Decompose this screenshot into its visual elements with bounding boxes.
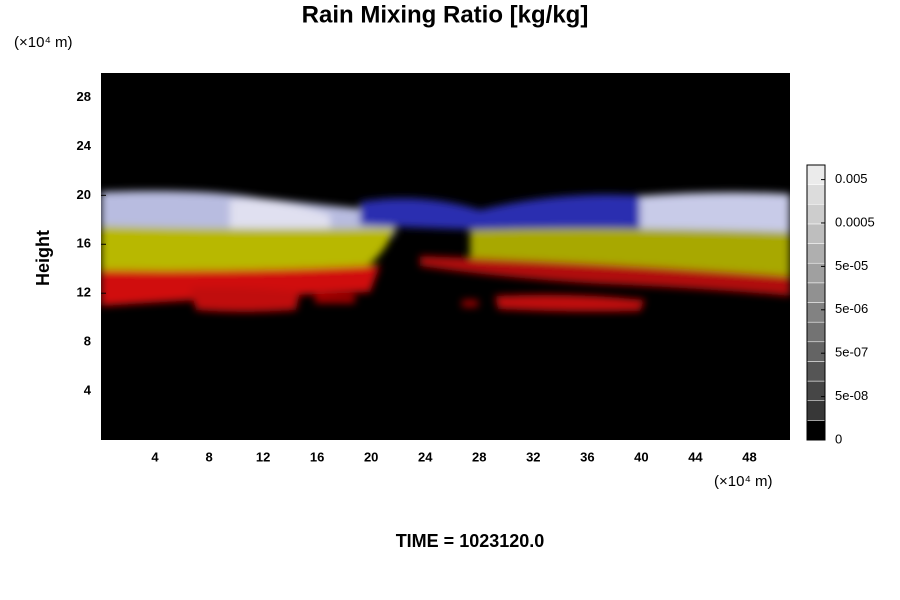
colorbar-band [806, 184, 826, 205]
colorbar-band [806, 420, 826, 441]
x-tick-label: 4 [151, 449, 159, 464]
x-tick-label: 48 [742, 449, 756, 464]
colorbar-band [806, 341, 826, 362]
x-tick-label: 8 [205, 449, 212, 464]
colorbar-label: 5e-07 [835, 345, 868, 360]
x-tick-label: 24 [418, 449, 433, 464]
colorbar-band [806, 302, 826, 323]
field [101, 190, 790, 312]
y-tick-label: 4 [84, 383, 92, 398]
y-tick-label: 8 [84, 334, 91, 349]
y-tick-label: 12 [77, 285, 91, 300]
y-unit: (×10⁴ m) [14, 34, 73, 51]
x-tick-label: 32 [526, 449, 540, 464]
y-tick-label: 28 [77, 89, 91, 104]
y-tick-label: 24 [77, 138, 92, 153]
x-tick-label: 40 [634, 449, 648, 464]
y-tick-label: 16 [77, 236, 91, 251]
x-tick-label: 16 [310, 449, 324, 464]
colorbar-frame [806, 164, 826, 441]
x-tick-label: 20 [364, 449, 378, 464]
colorbar-label: 0 [835, 431, 842, 446]
colorbar-band [806, 400, 826, 421]
colorbar-band [806, 380, 826, 401]
x-tick-label: 12 [256, 449, 270, 464]
y-axis-label: Height [33, 230, 53, 286]
colorbar-label: 5e-08 [835, 388, 868, 403]
colorbar-label: 5e-06 [835, 301, 868, 316]
colorbar-band [806, 282, 826, 303]
chart-title: Rain Mixing Ratio [kg/kg] [302, 1, 589, 28]
colorbar-band [806, 164, 826, 185]
x-tick-label: 36 [580, 449, 594, 464]
colorbar-label: 5e-05 [835, 258, 868, 273]
colorbar-band [806, 223, 826, 244]
time-label: TIME = 1023120.0 [396, 531, 545, 551]
x-tick-label: 28 [472, 449, 486, 464]
colorbar: 0 5e-08 5e-07 5e-06 5e-05 0.0005 0.005 [806, 164, 875, 446]
colorbar-band [806, 361, 826, 382]
colorbar-band [806, 243, 826, 264]
colorbar-label: 0.0005 [835, 214, 875, 229]
colorbar-band [806, 204, 826, 225]
colorbar-band [806, 321, 826, 343]
y-tick-label: 20 [77, 187, 91, 202]
colorbar-label: 0.005 [835, 171, 868, 186]
x-unit: (×10⁴ m) [714, 473, 773, 490]
x-tick-label: 44 [688, 449, 703, 464]
